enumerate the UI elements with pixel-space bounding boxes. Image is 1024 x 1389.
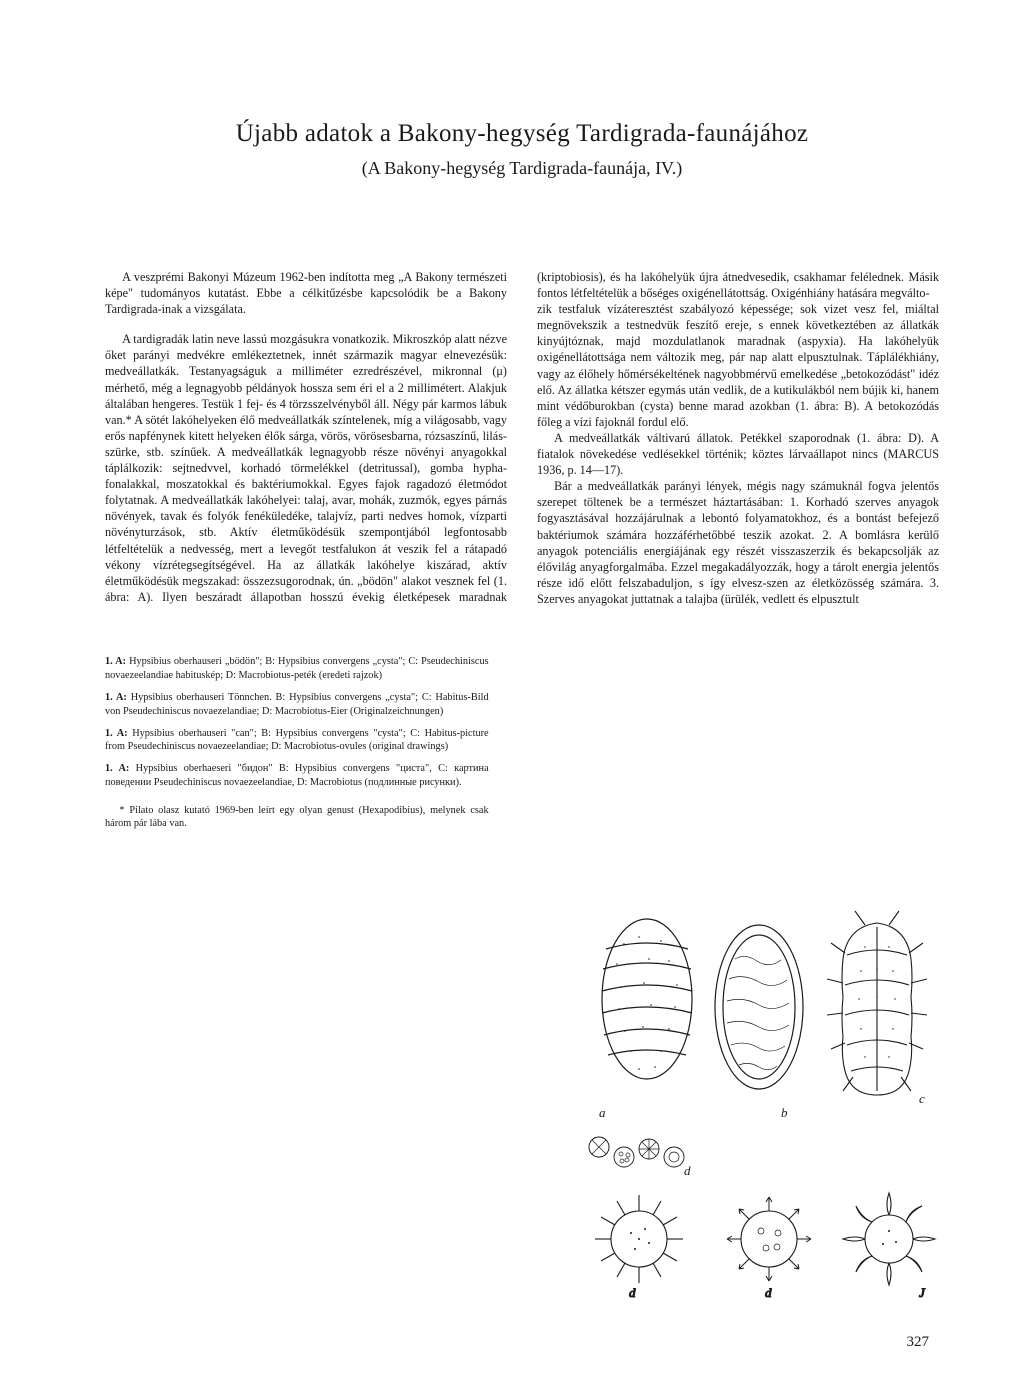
figure-part-a — [602, 919, 692, 1079]
footnote-marker: * — [119, 805, 124, 816]
figure-label-b: b — [781, 1105, 788, 1120]
paragraph: Bár a medveállatkák parányi lények, mégi… — [537, 478, 939, 607]
figure-label-d1: d — [629, 1285, 636, 1299]
caption-ru: 1. A: Hypsibius oberhaeseri "бидон" B: H… — [105, 762, 489, 790]
caption-lead: 1. A: — [105, 728, 128, 739]
caption-text: Hypsibius oberhauseri „bödön"; B: Hypsib… — [105, 656, 489, 681]
paragraph: zik testfaluk vízáteresztést szabályozó … — [537, 301, 939, 430]
caption-lead: 1. A: — [105, 656, 126, 667]
paragraph: A veszprémi Bakonyi Múzeum 1962-ben indí… — [105, 269, 507, 317]
caption-hu: 1. A: Hypsibius oberhauseri „bödön"; B: … — [105, 655, 489, 683]
figure-label-a: a — [599, 1105, 606, 1120]
figure-label-d-small: d — [684, 1163, 691, 1178]
page-number: 327 — [907, 1334, 930, 1351]
figure-label-c: c — [919, 1091, 925, 1106]
figure-eggs-row — [589, 1137, 684, 1167]
figure-captions: 1. A: Hypsibius oberhauseri „bödön"; B: … — [105, 655, 489, 790]
caption-text: Hypsibius oberhauseri "can"; B: Hypsibiu… — [105, 728, 489, 753]
caption-text: Hypsibius oberhaeseri "бидон" B: Hypsibi… — [105, 763, 489, 788]
caption-text: Hypsibius oberhauseri Tönnchen. B: Hypsi… — [105, 692, 489, 717]
paragraph: A medveállatkák váltivarú állatok. Peték… — [537, 430, 939, 478]
page: Újabb adatok a Bakony-hegység Tardigrada… — [0, 0, 1024, 1389]
body-columns: A veszprémi Bakonyi Múzeum 1962-ben indí… — [105, 269, 939, 607]
footnote: * Pilato olasz kutató 1969-ben leírt egy… — [105, 804, 489, 831]
page-title: Újabb adatok a Bakony-hegység Tardigrada… — [105, 120, 939, 148]
figure-part-d: d d — [595, 1193, 935, 1299]
caption-en: 1. A: Hypsibius oberhauseri "can"; B: Hy… — [105, 727, 489, 755]
caption-lead: 1. A: — [105, 692, 127, 703]
caption-de: 1. A: Hypsibius oberhauseri Tönnchen. B:… — [105, 691, 489, 719]
caption-lead: 1. A: — [105, 763, 129, 774]
figure-label-d2: d — [765, 1285, 772, 1299]
footnote-text: Pilato olasz kutató 1969-ben leírt egy o… — [105, 805, 489, 829]
figure-part-b — [715, 925, 803, 1089]
figure-label-j: J — [919, 1285, 926, 1299]
figure-1: a b — [569, 899, 939, 1299]
page-subtitle: (A Bakony-hegység Tardigrada-faunája, IV… — [105, 158, 939, 179]
figure-part-c — [827, 911, 927, 1095]
